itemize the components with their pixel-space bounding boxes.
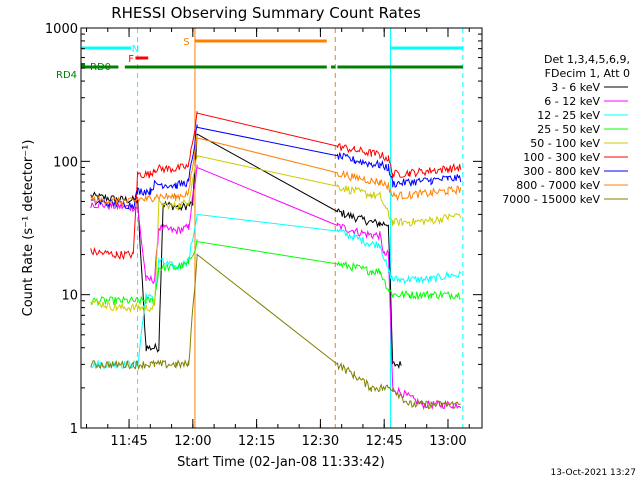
timestamp: 13-Oct-2021 13:27 [551,468,636,478]
vertical-markers [137,28,464,428]
legend-header-line: FDecim 1, Att 0 [545,67,630,80]
flag-label-s: S [183,37,189,48]
x-axis-label: Start Time (02-Jan-08 11:33:42) [177,455,385,470]
legend: Det 1,3,4,5,6,9,FDecim 1, Att 03 - 6 keV… [502,53,630,206]
flag-label-n: N [132,44,139,55]
legend-header-line: Det 1,3,4,5,6,9, [544,53,630,66]
series-line-2 [90,213,462,370]
series-line-4 [90,155,462,314]
series-line-3 [90,239,461,307]
flag-bars: NSFRD0RD4 [56,37,463,81]
x-tick-label: 12:45 [365,434,402,449]
legend-entry-label: 100 - 300 keV [523,151,600,164]
legend-entry-label: 25 - 50 keV [537,123,600,136]
series-line-1 [90,164,462,411]
legend-entry-label: 300 - 800 keV [523,165,600,178]
legend-entry-label: 50 - 100 keV [530,137,600,150]
plot-frame [80,27,483,429]
series-line-0 [90,133,402,370]
x-axis: 11:45 12:00 12:15 12:30 12:45 13:00 [86,28,470,449]
legend-entry-label: 3 - 6 keV [551,81,600,94]
legend-entry-label: 7000 - 15000 keV [502,193,600,206]
y-tick-label: 1 [70,422,78,437]
y-tick-label: 100 [53,155,78,170]
rd0-marker [81,63,85,68]
flag-label-rd4: RD4 [56,70,77,81]
legend-entry-label: 12 - 25 keV [537,109,600,122]
series-line-6 [90,124,462,210]
flag-label-f: F [128,54,134,65]
y-axis-label: Count Rate (s⁻¹ detector⁻¹) [21,140,36,317]
legend-entry-label: 800 - 7000 keV [516,179,600,192]
series-line-7 [90,135,462,207]
y-tick-label: 1000 [45,22,78,37]
series-line-8 [90,253,461,410]
series-line-5 [90,111,462,261]
x-tick-label: 12:30 [302,434,339,449]
x-tick-label: 12:15 [238,434,275,449]
legend-entry-label: 6 - 12 keV [544,95,600,108]
y-tick-label: 10 [61,289,78,304]
chart-title: RHESSI Observing Summary Count Rates [111,4,421,22]
x-tick-label: 12:00 [174,434,211,449]
x-tick-label: 11:45 [110,434,147,449]
x-tick-label: 13:00 [429,434,466,449]
y-axis: 1 10 100 1000 [45,22,482,437]
series-lines [90,111,462,411]
